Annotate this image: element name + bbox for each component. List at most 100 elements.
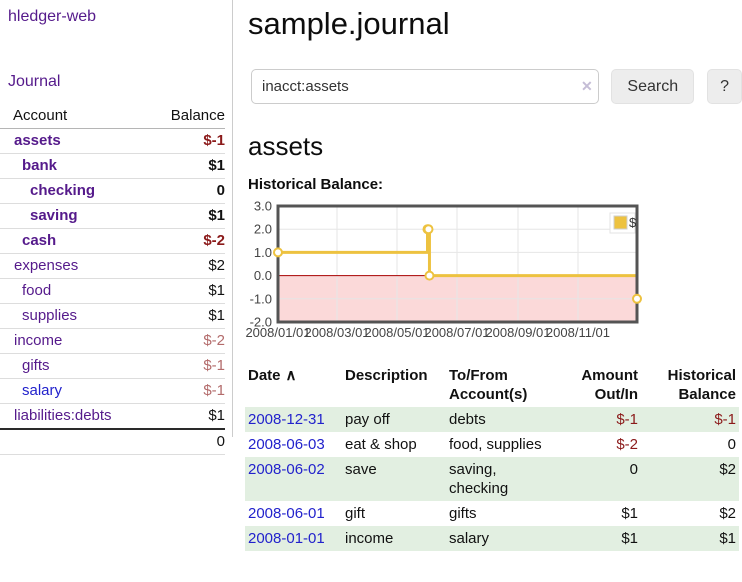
register-header-text: Description [345,367,428,384]
svg-text:3.0: 3.0 [254,201,272,214]
sidebar-account-salary[interactable]: salary [22,382,63,399]
account-balance: $-1 [151,378,225,404]
account-name-cell: checking [0,178,152,204]
search-form: ✕ Search ? [251,69,742,104]
svg-text:2008/03/01: 2008/03/01 [304,325,369,340]
sidebar-account-checking[interactable]: checking [30,182,96,199]
account-row: gifts $-1 [0,353,225,379]
account-name-cell: assets [0,129,151,154]
sidebar-account-income[interactable]: income [14,332,63,349]
account-name-cell: salary [0,378,152,404]
svg-text:0.0: 0.0 [254,268,272,283]
chart-points [273,224,642,304]
sidebar-item-journal[interactable]: Journal [8,73,61,90]
account-name-cell: supplies [0,303,152,329]
chart-border [276,204,639,324]
transaction-date-link[interactable]: 2008-12-31 [248,411,325,428]
transaction-balance: 0 [727,436,736,453]
account-balance: $1 [151,303,225,329]
account-heading: assets [248,131,324,161]
transaction-balance: $2 [719,461,736,478]
sidebar-account-gifts[interactable]: gifts [22,357,50,374]
accounts-header-row: Account Balance [0,104,225,129]
account-balance: $1 [151,203,225,229]
account-name-cell: income [0,328,152,354]
account-row: assets $-1 [0,129,225,154]
sidebar-account-assets[interactable]: assets [14,132,61,149]
register-header-text: To/From [449,367,508,384]
app-brand-link[interactable]: hledger-web [8,8,97,25]
transaction-amount: $-2 [616,436,638,453]
account-row: saving $1 [0,203,225,229]
transaction-date-link[interactable]: 2008-01-01 [248,530,325,547]
help-button[interactable]: ? [707,69,742,104]
register-header-text: Amount [581,367,638,384]
svg-text:2.0: 2.0 [254,222,272,237]
register-header-date[interactable]: Date ∧ [245,363,342,407]
account-balance: $1 [151,278,225,304]
register-header-row: Date ∧ Description To/From Account(s) Amount O… [245,363,739,407]
account-row: food $1 [0,278,225,304]
chart-x-axis-labels: 2008/01/012008/03/012008/05/012008/07/01… [245,325,610,340]
sort-ascending-icon: ∧ [285,367,297,384]
transaction-date-link[interactable]: 2008-06-02 [248,461,325,478]
sidebar-account-expenses[interactable]: expenses [14,257,79,274]
transaction-row: 2008-01-01 income salary $1 $1 [245,526,739,551]
chart-point [273,247,283,258]
transaction-accounts: food, supplies [449,436,542,453]
transaction-date-cell: 2008-06-03 [245,432,342,457]
svg-text:-1.0: -1.0 [250,291,272,306]
transaction-date-cell: 2008-06-01 [245,501,342,526]
transaction-description: income [345,530,394,547]
main-content: sample.journal ✕ Search ? assets Histori… [245,0,742,551]
sidebar-account-supplies[interactable]: supplies [22,307,78,324]
transaction-description: pay off [345,411,390,428]
account-name-cell: cash [0,228,152,254]
account-row: income $-2 [0,328,225,354]
account-balance: $1 [151,403,225,429]
clear-search-icon[interactable]: ✕ [581,78,593,94]
transaction-date-link[interactable]: 2008-06-03 [248,436,325,453]
transaction-accounts: gifts [449,505,477,522]
sidebar-account-bank[interactable]: bank [22,157,58,174]
account-balance: $-2 [151,228,225,254]
chart-point [424,270,435,281]
sidebar-account-cash[interactable]: cash [22,232,57,249]
chart-y-axis-labels: 3.0 2.0 1.0 0.0 -1.0 -2.0 [250,201,272,330]
svg-text:2008/09/01: 2008/09/01 [485,325,550,340]
transaction-date-cell: 2008-01-01 [245,526,342,551]
transaction-date-link[interactable]: 2008-06-01 [248,505,325,522]
chart-point [632,293,642,304]
sidebar-account-food[interactable]: food [22,282,52,299]
transaction-description: gift [345,505,366,522]
register-header-text: Account(s) [449,386,528,403]
transaction-description: eat & shop [345,436,417,453]
search-input[interactable] [251,69,600,104]
register-header-text: Balance [678,386,736,403]
register-header-text: Historical [667,367,736,384]
account-name-cell: liabilities:debts [0,403,152,429]
account-row: salary $-1 [0,378,225,404]
transaction-balance: $2 [719,505,736,522]
search-button[interactable]: Search [611,69,695,104]
register-header-text: Date ∧ [248,367,297,384]
svg-text:2008/01/01: 2008/01/01 [245,325,310,340]
account-row: liabilities:debts $1 [0,403,225,429]
account-row: supplies $1 [0,303,225,329]
sidebar-account-saving[interactable]: saving [30,207,78,224]
account-name-cell: bank [0,153,152,179]
sidebar: hledger-web Journal Account Balance asse… [0,0,233,455]
transaction-row: 2008-06-02 save saving, checking 0 $2 [245,457,739,501]
accounts-total-spacer [0,428,152,455]
page-title: sample.journal [248,6,450,41]
sidebar-account-liabilities-debts[interactable]: liabilities:debts [14,407,112,424]
transaction-amount: 0 [629,461,638,478]
account-name-cell: saving [0,203,152,229]
account-balance: $1 [151,153,225,179]
accounts-total-row: 0 [0,428,225,455]
chart-legend: $ [609,212,637,234]
account-name-cell: food [0,278,152,304]
account-balance: $-2 [151,328,225,354]
register-header-balance: Historical Balance [641,363,739,407]
svg-text:2008/07/01: 2008/07/01 [424,325,489,340]
